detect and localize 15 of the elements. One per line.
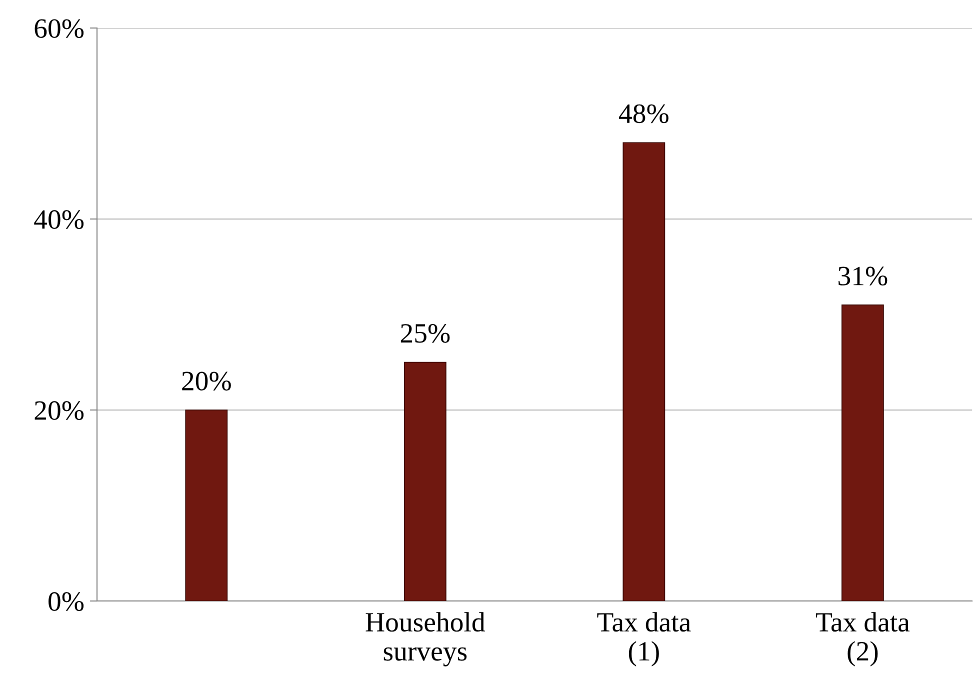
data-label: 48% (619, 104, 668, 124)
data-label: 20% (182, 372, 231, 391)
y-tick-label: 60% (34, 19, 84, 38)
bar (622, 142, 666, 601)
y-tick-label: 0% (48, 592, 84, 612)
x-tick-label: Tax data (1) (597, 612, 691, 666)
y-tick-label: 40% (34, 210, 84, 230)
data-label: 31% (838, 266, 888, 286)
x-tick-label: Tax data (2) (816, 612, 910, 666)
bar (404, 362, 446, 601)
y-tick-label: 20% (34, 401, 84, 420)
bar (185, 410, 228, 601)
bar (841, 304, 884, 601)
data-label: 25% (400, 324, 450, 343)
x-tick-label: Household surveys (366, 612, 485, 666)
